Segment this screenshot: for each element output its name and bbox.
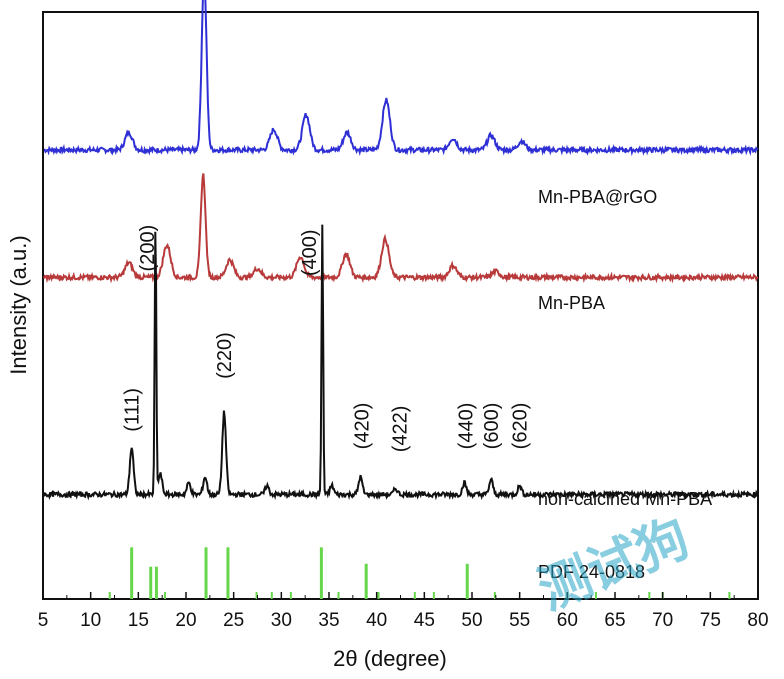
x-tick-label-25: 25: [223, 610, 244, 631]
series-label-non-calcined-mn-pba: non-calcined Mn-PBA: [538, 489, 712, 509]
x-tick-label-60: 60: [557, 610, 578, 631]
series-line-non-calcined-mn-pba: [43, 224, 759, 501]
hkl-label: (400): [299, 229, 321, 276]
hkl-label: (440): [455, 403, 477, 450]
hkl-label: (422): [390, 406, 412, 453]
x-tick-label-45: 45: [414, 610, 435, 631]
x-tick-label-10: 10: [80, 610, 101, 631]
watermark-text: 测试狗: [530, 508, 697, 622]
y-axis-title: Intensity (a.u.): [6, 235, 31, 374]
x-tick-label-30: 30: [271, 610, 292, 631]
x-tick-label-15: 15: [128, 610, 149, 631]
plot-frame: [42, 11, 759, 600]
hkl-annotations: (111) (200) (220) (400) (420) (422) (440) (600)…: [122, 225, 532, 452]
x-tick-label-40: 40: [366, 610, 387, 631]
x-tick-label-70: 70: [652, 610, 673, 631]
hkl-label: (220): [214, 332, 236, 379]
series-label-mn-pba: Mn-PBA: [538, 293, 605, 313]
reference-label: PDF 24-0818: [538, 562, 645, 582]
x-tick-label-55: 55: [509, 610, 530, 631]
x-axis-title: 2θ (degree): [333, 646, 447, 671]
series-traces: [43, 0, 759, 501]
x-tick-label-65: 65: [604, 610, 625, 631]
x-tick-label-5: 5: [38, 610, 49, 631]
x-tick-label-20: 20: [175, 610, 196, 631]
series-labels: Mn-PBA@rGO Mn-PBA non-calcined Mn-PBA PDF 2…: [538, 187, 712, 582]
hkl-label: (600): [481, 403, 503, 450]
series-line-mn-pba: [43, 173, 759, 284]
x-axis-ticks: 5 10 15 20 25 30 35 40 45 50 55 60 65 70 75 80: [38, 592, 769, 631]
series-label-mn-pba-rgo: Mn-PBA@rGO: [538, 187, 657, 207]
series-line-mn-pba-rgo: [43, 0, 759, 157]
x-tick-label-50: 50: [461, 610, 482, 631]
hkl-label: (200): [137, 225, 159, 272]
x-tick-label-35: 35: [318, 610, 339, 631]
x-tick-label-75: 75: [700, 610, 721, 631]
hkl-label: (111): [122, 388, 144, 432]
watermark: 测试狗: [530, 508, 697, 622]
hkl-label: (620): [510, 403, 532, 450]
x-tick-label-80: 80: [747, 610, 768, 631]
hkl-label: (420): [351, 403, 373, 450]
